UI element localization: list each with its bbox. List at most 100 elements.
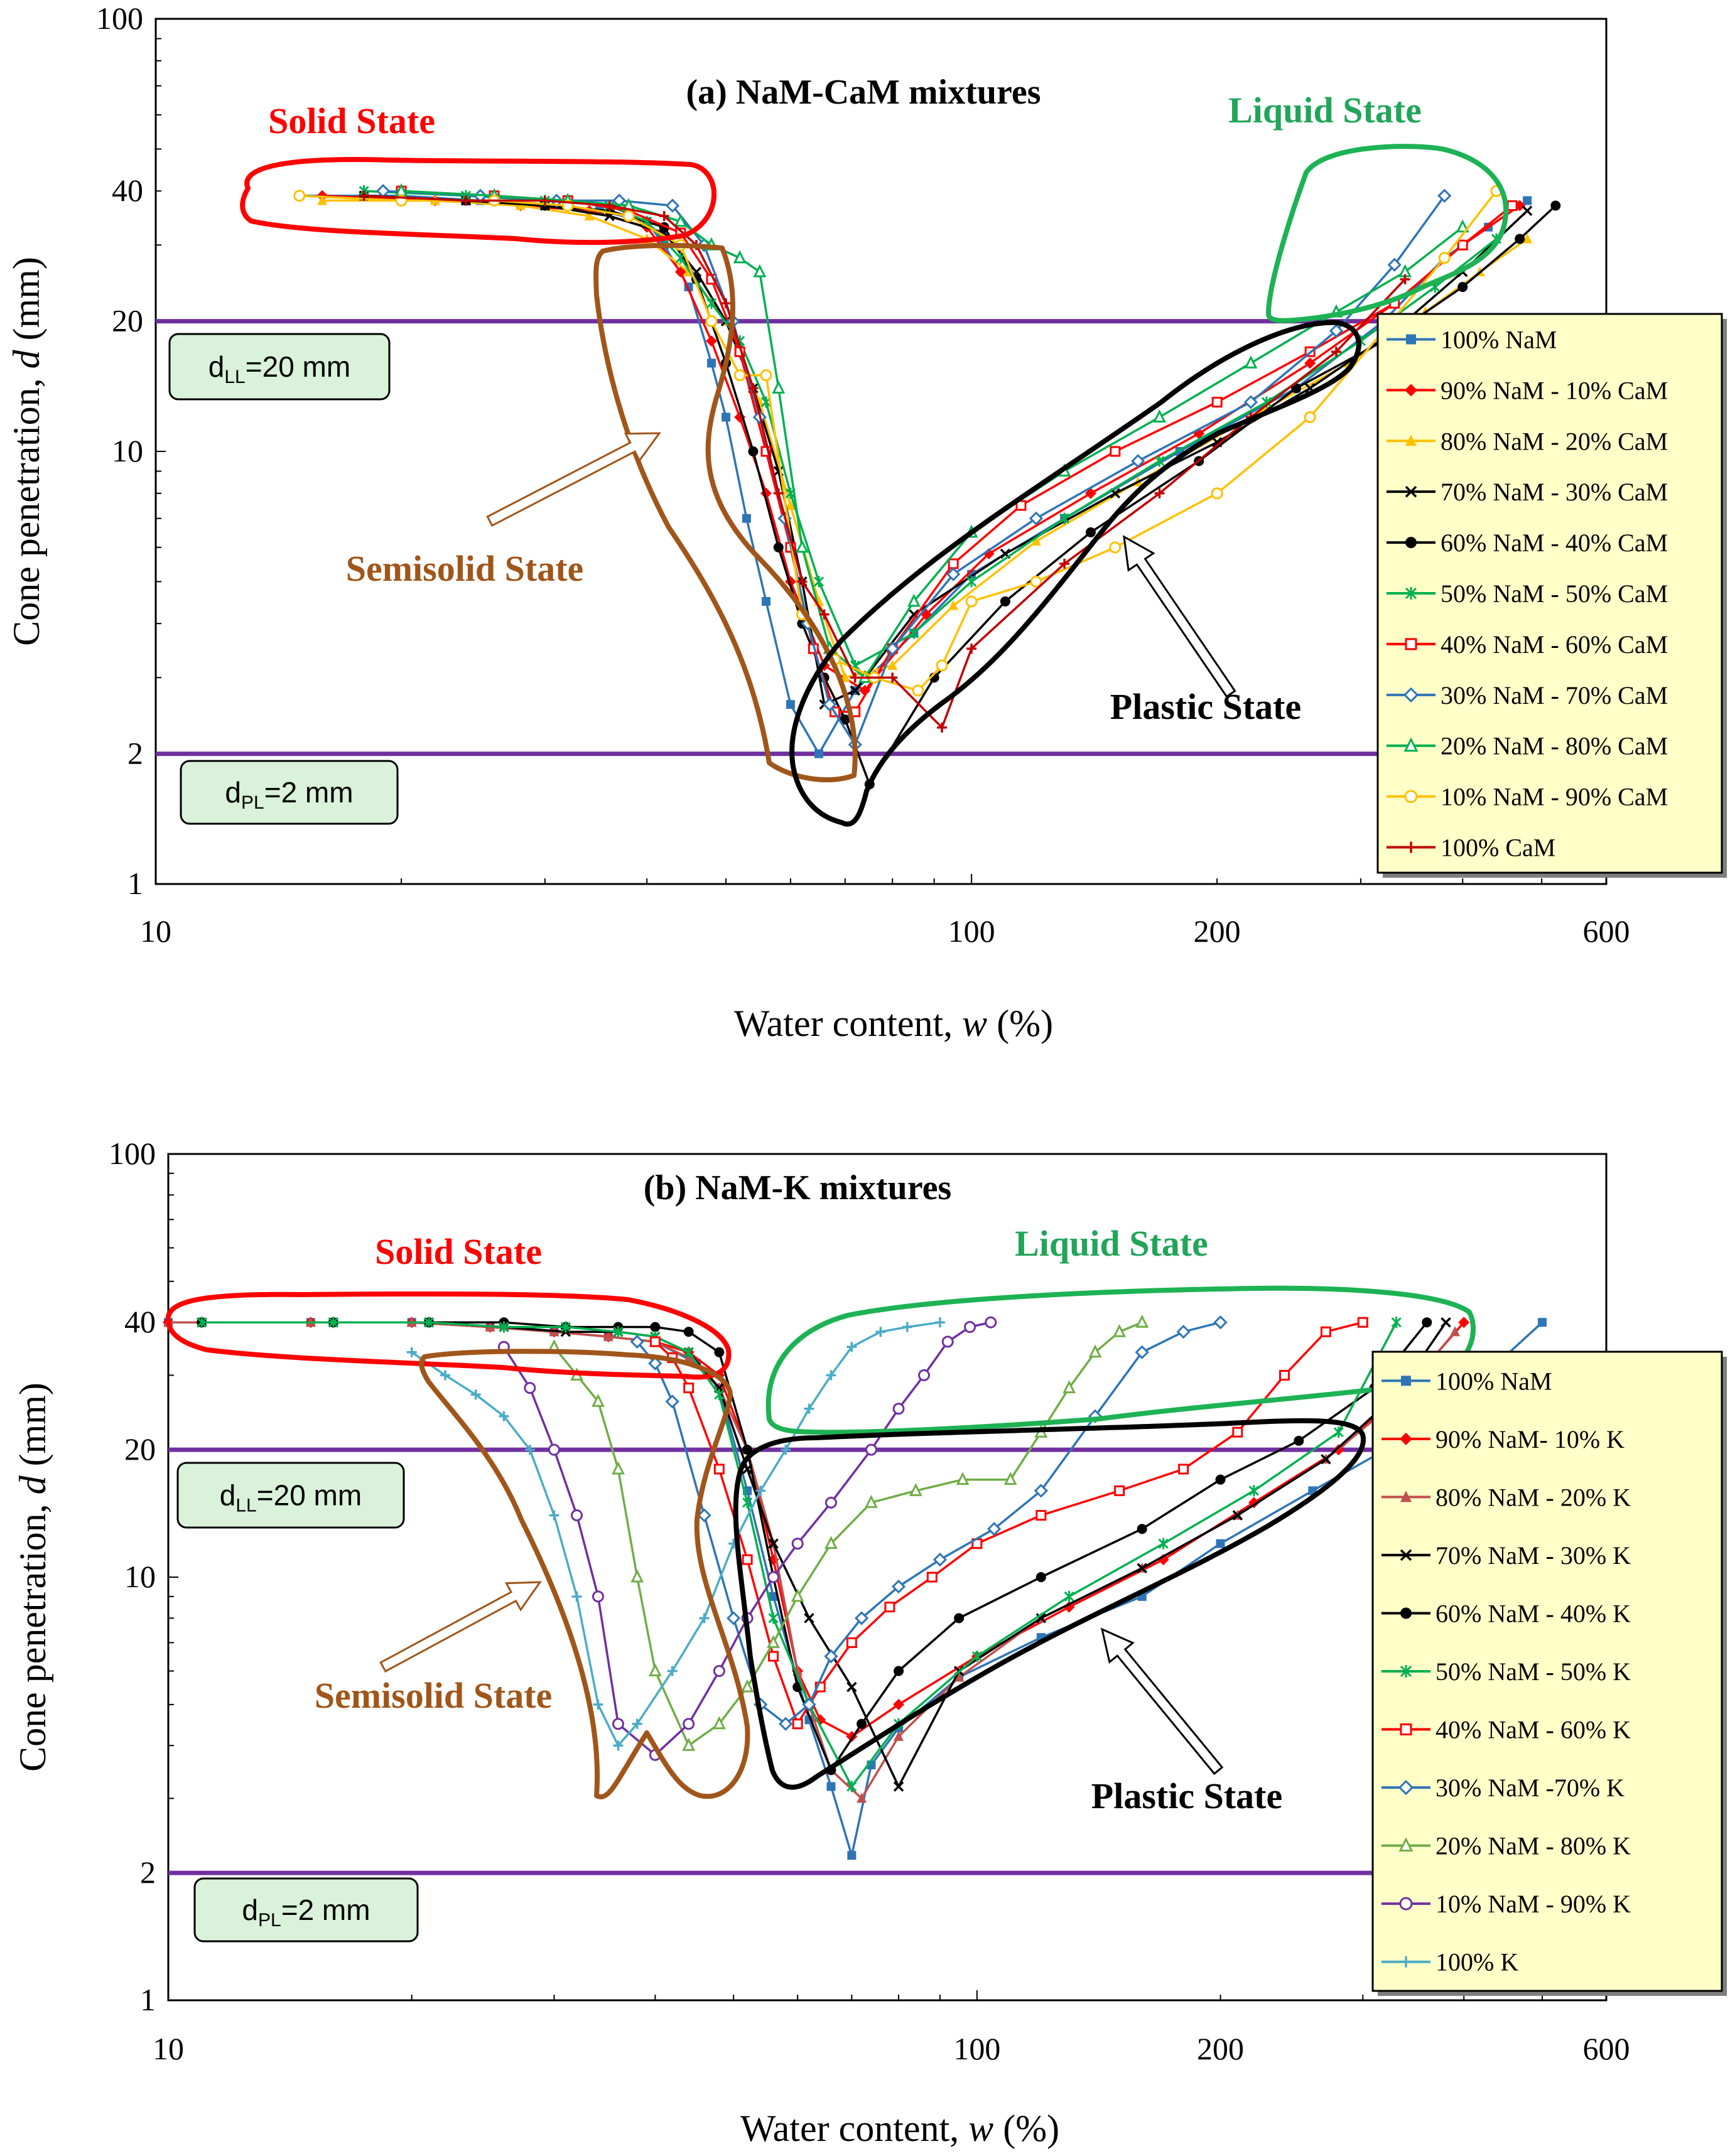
data-point bbox=[850, 672, 860, 683]
series-11 bbox=[406, 1317, 945, 1751]
solid-state-outline bbox=[240, 157, 717, 245]
x-axis-label-prefix: Water content, bbox=[734, 1003, 962, 1044]
data-point bbox=[1216, 1539, 1225, 1548]
data-point bbox=[933, 1552, 948, 1567]
semisolid-arrow bbox=[486, 432, 661, 527]
data-point bbox=[934, 1317, 945, 1328]
data-point bbox=[713, 1665, 725, 1678]
data-point bbox=[592, 1393, 605, 1407]
data-point bbox=[1400, 1956, 1412, 1968]
data-point bbox=[1398, 1837, 1414, 1852]
data-point bbox=[1232, 1510, 1243, 1521]
data-point bbox=[603, 1331, 614, 1342]
y-tick-label: 100 bbox=[96, 1, 143, 36]
data-point bbox=[1405, 384, 1417, 397]
data-point bbox=[946, 567, 961, 581]
chart-title: (b) NaM-K mixtures bbox=[644, 1168, 951, 1207]
data-point bbox=[768, 1651, 779, 1662]
data-point bbox=[846, 1342, 857, 1352]
data-point bbox=[1523, 196, 1532, 205]
liquid-state-outline bbox=[765, 1285, 1476, 1435]
data-point bbox=[854, 1611, 869, 1625]
data-point bbox=[1154, 488, 1165, 499]
data-point bbox=[665, 198, 680, 213]
data-point bbox=[926, 1571, 938, 1583]
dll-label-main: d bbox=[220, 1479, 236, 1512]
data-point bbox=[1059, 512, 1070, 524]
data-point bbox=[539, 195, 550, 206]
legend-label: 100% NaM bbox=[1435, 1367, 1552, 1395]
data-point bbox=[795, 539, 809, 553]
data-point bbox=[1515, 234, 1525, 244]
data-point bbox=[767, 1635, 780, 1648]
data-point bbox=[1211, 396, 1223, 407]
data-point bbox=[1550, 200, 1561, 211]
data-point bbox=[742, 1497, 753, 1509]
y-axis-label-unit: (mm) bbox=[12, 1383, 53, 1475]
data-point bbox=[847, 1851, 857, 1860]
y-tick-label: 2 bbox=[127, 736, 143, 771]
data-point bbox=[966, 644, 977, 654]
data-point bbox=[1400, 274, 1410, 284]
data-point bbox=[1405, 434, 1417, 446]
data-point bbox=[804, 1613, 814, 1624]
data-point bbox=[1211, 487, 1223, 500]
series-7 bbox=[649, 1317, 1368, 1730]
data-point bbox=[948, 558, 959, 569]
legend-entry: 100% NaM bbox=[1381, 1367, 1552, 1395]
legend-label: 90% NaM- 10% K bbox=[1435, 1425, 1625, 1453]
data-point bbox=[840, 714, 850, 725]
data-point bbox=[1137, 1524, 1147, 1534]
panel-b-chart: 1 2 10 20 40 100 10 100 200 600 Water content, w (… bbox=[12, 1136, 1727, 2149]
legend-label: 60% NaM - 40% K bbox=[1435, 1599, 1631, 1627]
legend-label: 80% NaM - 20% K bbox=[1435, 1483, 1631, 1511]
dpl-label-main: d bbox=[242, 1894, 258, 1926]
data-point bbox=[1062, 1380, 1076, 1394]
data-point bbox=[524, 1445, 535, 1455]
data-point bbox=[1404, 790, 1418, 804]
series-11 bbox=[359, 190, 1410, 733]
data-point bbox=[1243, 395, 1258, 409]
x-axis-label: Water content, w (%) bbox=[734, 1003, 1053, 1044]
data-point bbox=[956, 1472, 970, 1485]
legend-label: 90% NaM - 10% CaM bbox=[1441, 376, 1668, 404]
data-point bbox=[460, 195, 471, 206]
data-point bbox=[786, 700, 795, 709]
x-axis-label-unit: (%) bbox=[987, 1003, 1053, 1044]
data-point bbox=[907, 593, 921, 607]
data-point bbox=[1400, 1723, 1412, 1736]
data-point bbox=[650, 1322, 661, 1332]
data-point bbox=[1135, 1345, 1149, 1359]
data-point bbox=[902, 1322, 912, 1332]
data-point bbox=[1029, 511, 1044, 526]
y-axis-label: Cone penetration, d (mm) bbox=[6, 257, 47, 646]
legend-entry: 30% NaM - 70% CaM bbox=[1387, 681, 1668, 709]
semisolid-state-label: Semisolid State bbox=[315, 1675, 553, 1716]
dll-label-box bbox=[176, 1462, 405, 1529]
data-point bbox=[1030, 536, 1041, 546]
data-point bbox=[423, 1317, 435, 1329]
y-tick-label: 1 bbox=[140, 1982, 156, 2017]
data-point bbox=[359, 190, 369, 201]
liquid-state-label: Liquid State bbox=[1228, 90, 1422, 131]
x-tick-label: 10 bbox=[140, 914, 171, 949]
data-point bbox=[846, 1637, 857, 1648]
legend-entry: 90% NaM - 10% CaM bbox=[1387, 376, 1668, 404]
legend-label: 50% NaM - 50% CaM bbox=[1441, 579, 1668, 608]
dpl-label-sub: PL bbox=[258, 1910, 281, 1931]
y-tick-label: 20 bbox=[112, 303, 143, 338]
plastic-state-label: Plastic State bbox=[1091, 1776, 1282, 1816]
y-tick-label: 40 bbox=[124, 1304, 156, 1339]
data-point bbox=[769, 1592, 778, 1601]
x-tick-label: 600 bbox=[1583, 914, 1630, 949]
data-point bbox=[612, 1718, 624, 1730]
dpl-label: dPL=2 mm bbox=[242, 1894, 370, 1931]
x-tick-label: 10 bbox=[153, 2031, 184, 2066]
x-axis-label-prefix: Water content, bbox=[740, 2108, 968, 2149]
semisolid-state-label: Semisolid State bbox=[346, 548, 584, 589]
data-point bbox=[909, 627, 919, 639]
dpl-label: dPL=2 mm bbox=[225, 776, 353, 813]
legend-label: 70% NaM - 30% CaM bbox=[1441, 478, 1668, 506]
legend-entry: 30% NaM -70% K bbox=[1381, 1774, 1625, 1802]
data-point bbox=[328, 1317, 338, 1329]
